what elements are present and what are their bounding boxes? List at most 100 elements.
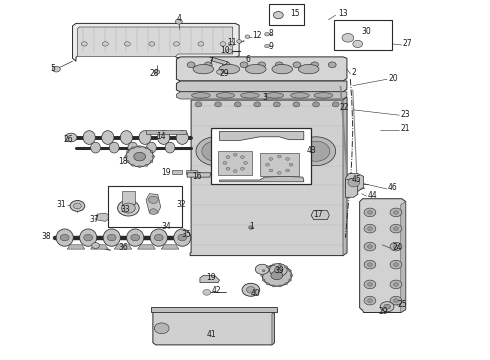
Circle shape [131,234,140,241]
Circle shape [279,264,282,266]
Ellipse shape [193,64,214,74]
Circle shape [293,62,301,68]
Circle shape [313,102,319,107]
Circle shape [195,102,202,107]
Ellipse shape [128,142,138,153]
Ellipse shape [121,131,132,144]
Text: 15: 15 [291,9,300,18]
Circle shape [126,161,129,163]
Circle shape [145,147,148,149]
Circle shape [368,299,372,302]
Bar [218,151,252,175]
Circle shape [84,234,93,241]
Circle shape [390,242,402,251]
Text: 5: 5 [50,64,55,73]
Circle shape [285,266,288,268]
Circle shape [187,62,195,68]
Circle shape [217,70,222,74]
Ellipse shape [176,131,188,144]
Polygon shape [360,199,406,312]
Polygon shape [211,58,228,65]
Circle shape [126,147,153,167]
Circle shape [368,245,372,248]
Circle shape [277,155,281,158]
Circle shape [150,150,153,153]
Circle shape [244,161,247,164]
Circle shape [390,260,402,269]
Circle shape [150,161,153,163]
Circle shape [131,164,134,166]
Circle shape [173,42,179,46]
Circle shape [368,227,372,230]
Circle shape [262,270,265,272]
Circle shape [226,167,230,170]
Circle shape [393,299,398,302]
Polygon shape [345,174,364,192]
Circle shape [235,141,263,161]
Bar [211,128,311,184]
Circle shape [348,178,360,187]
Circle shape [266,266,269,268]
Ellipse shape [192,93,210,98]
Text: 36: 36 [119,243,128,252]
Circle shape [152,156,155,158]
Circle shape [368,283,372,286]
Circle shape [393,283,398,286]
Circle shape [290,274,293,276]
Text: 27: 27 [403,40,413,49]
Circle shape [364,224,376,233]
Circle shape [269,169,273,172]
Circle shape [138,145,141,148]
Text: 20: 20 [388,74,398,83]
Ellipse shape [126,229,144,246]
Circle shape [390,280,402,289]
Circle shape [273,102,280,107]
Circle shape [248,226,253,229]
Ellipse shape [150,229,167,246]
Circle shape [266,163,270,166]
Circle shape [254,102,261,107]
Text: 28: 28 [149,69,159,78]
Circle shape [124,156,127,158]
Circle shape [255,264,269,274]
Circle shape [92,243,99,248]
Text: 17: 17 [314,210,323,219]
Circle shape [178,234,187,241]
Bar [334,20,392,50]
Ellipse shape [173,229,191,246]
Circle shape [237,40,242,43]
Circle shape [215,102,221,107]
Text: 12: 12 [252,31,262,40]
Circle shape [265,32,270,36]
Polygon shape [176,81,347,92]
Polygon shape [73,23,239,61]
Circle shape [296,137,336,166]
Polygon shape [67,245,85,249]
Circle shape [148,196,158,203]
Text: 9: 9 [269,41,273,50]
Circle shape [286,169,290,172]
Polygon shape [200,275,220,283]
Polygon shape [176,57,347,81]
Text: 2: 2 [352,68,357,77]
Polygon shape [77,27,233,57]
Text: 8: 8 [269,29,273,37]
Text: 39: 39 [274,266,284,275]
Text: 19: 19 [161,167,171,176]
Circle shape [285,283,288,285]
Ellipse shape [265,93,284,98]
Text: 1: 1 [249,222,254,231]
Bar [122,191,135,204]
Circle shape [272,285,275,287]
Circle shape [265,44,270,48]
Polygon shape [146,194,161,213]
Circle shape [126,150,129,153]
Circle shape [393,227,398,230]
Polygon shape [401,202,406,312]
Polygon shape [96,213,112,221]
Circle shape [220,42,226,46]
Circle shape [289,270,292,272]
Circle shape [368,211,372,214]
Text: 10: 10 [220,46,230,55]
Text: 46: 46 [388,184,398,192]
